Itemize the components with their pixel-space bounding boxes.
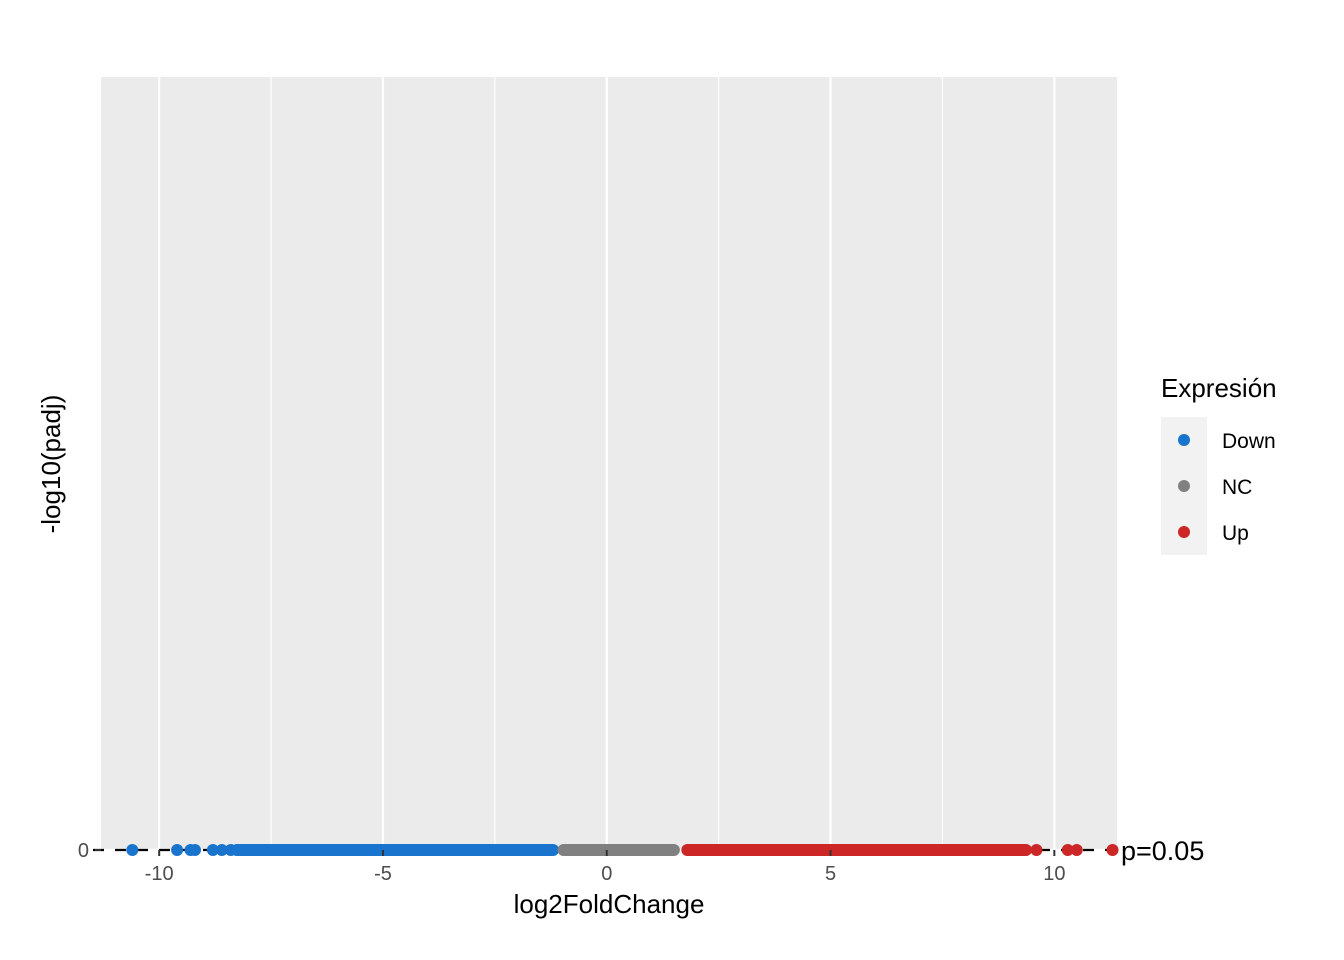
legend-label: Down (1222, 430, 1276, 453)
legend-label: Up (1222, 522, 1249, 545)
point-up (1030, 844, 1043, 856)
point-cluster-nc (557, 844, 679, 856)
legend-key-down (1178, 434, 1190, 446)
legend-key-nc (1178, 480, 1190, 492)
threshold-label: p=0.05 (1121, 836, 1204, 866)
x-tick-label: -10 (145, 863, 174, 885)
point-up (1106, 844, 1119, 856)
x-axis-title: log2FoldChange (514, 889, 705, 919)
y-axis: 0 (78, 840, 101, 862)
point-down (215, 844, 228, 856)
point-down (188, 844, 201, 856)
minor-gridlines (270, 77, 943, 850)
plot-panel (101, 77, 1117, 850)
y-axis-title: -log10(padj) (36, 395, 66, 534)
x-axis: -10 -5 0 5 10 (145, 850, 1065, 885)
legend-label: NC (1222, 476, 1252, 499)
point-cluster-up (682, 844, 1032, 856)
x-tick-label: 0 (601, 863, 612, 885)
point-cluster-down (230, 844, 558, 856)
x-tick-label: 10 (1043, 863, 1065, 885)
legend-title: Expresión (1161, 373, 1277, 403)
point-down (171, 844, 184, 856)
point-up (1070, 844, 1083, 856)
point-down (206, 844, 219, 856)
x-tick-label: 5 (825, 863, 836, 885)
x-tick-label: -5 (374, 863, 392, 885)
point-down (126, 844, 139, 856)
y-tick-label: 0 (78, 840, 89, 862)
data-points (126, 844, 1119, 856)
point-up (1061, 844, 1074, 856)
legend-key-up (1178, 526, 1190, 538)
legend: Expresión Down NC Up (1161, 373, 1277, 555)
